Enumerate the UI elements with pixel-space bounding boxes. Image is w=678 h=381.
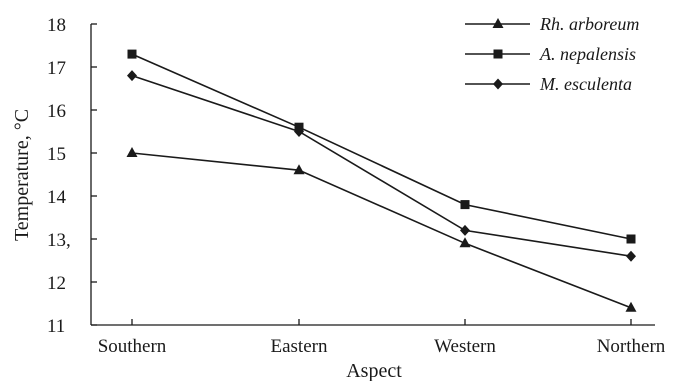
data-point (460, 224, 470, 236)
x-tick-label: Eastern (271, 336, 328, 357)
legend-label: M. esculenta (539, 74, 632, 94)
data-point (293, 164, 305, 175)
y-tick-label: 16 (47, 101, 66, 122)
x-axis-title: Aspect (346, 360, 402, 381)
y-tick-label: 17 (47, 58, 66, 79)
legend-marker (492, 18, 504, 28)
series-3 (127, 70, 636, 262)
y-tick-label: 18 (47, 15, 66, 36)
legend: Rh. arboreum A. nepalensis M. esculenta (465, 14, 639, 94)
x-tick-label: Northern (597, 336, 666, 357)
data-point (127, 70, 137, 82)
x-tick-label: Southern (98, 336, 167, 357)
y-tick-label: 13, (47, 230, 71, 251)
series-line (131, 53, 632, 240)
legend-label: Rh. arboreum (539, 14, 639, 34)
legend-marker (493, 78, 503, 90)
data-point (127, 49, 137, 59)
data-point (294, 126, 304, 137)
y-tick-label: 11 (47, 316, 65, 337)
data-point (625, 301, 637, 312)
legend-item: M. esculenta (465, 74, 632, 94)
legend-label: A. nepalensis (539, 44, 636, 64)
series-1 (126, 147, 637, 312)
x-tick-label: Western (434, 336, 496, 357)
legend-item: A. nepalensis (465, 44, 636, 64)
y-tick-label: 12 (47, 273, 66, 294)
axes: 11 12 13, 14 15 16 17 18 Southern Eastern Western… (47, 15, 666, 357)
y-ticks: 11 12 13, 14 15 16 17 18 (47, 15, 97, 337)
series-line (131, 152, 632, 309)
data-point (626, 250, 636, 262)
data-point (459, 237, 471, 248)
data-point (460, 200, 470, 210)
series-line (131, 74, 632, 257)
y-axis-title: Temperature, °C (11, 109, 33, 241)
y-tick-label: 15 (47, 144, 66, 165)
series-layer (126, 49, 637, 312)
legend-item: Rh. arboreum (465, 14, 639, 34)
legend-marker (493, 49, 503, 59)
data-point (626, 234, 636, 244)
data-point (126, 147, 138, 157)
y-tick-label: 14 (47, 187, 67, 208)
x-ticks: Southern Eastern Western Northern (98, 319, 666, 357)
